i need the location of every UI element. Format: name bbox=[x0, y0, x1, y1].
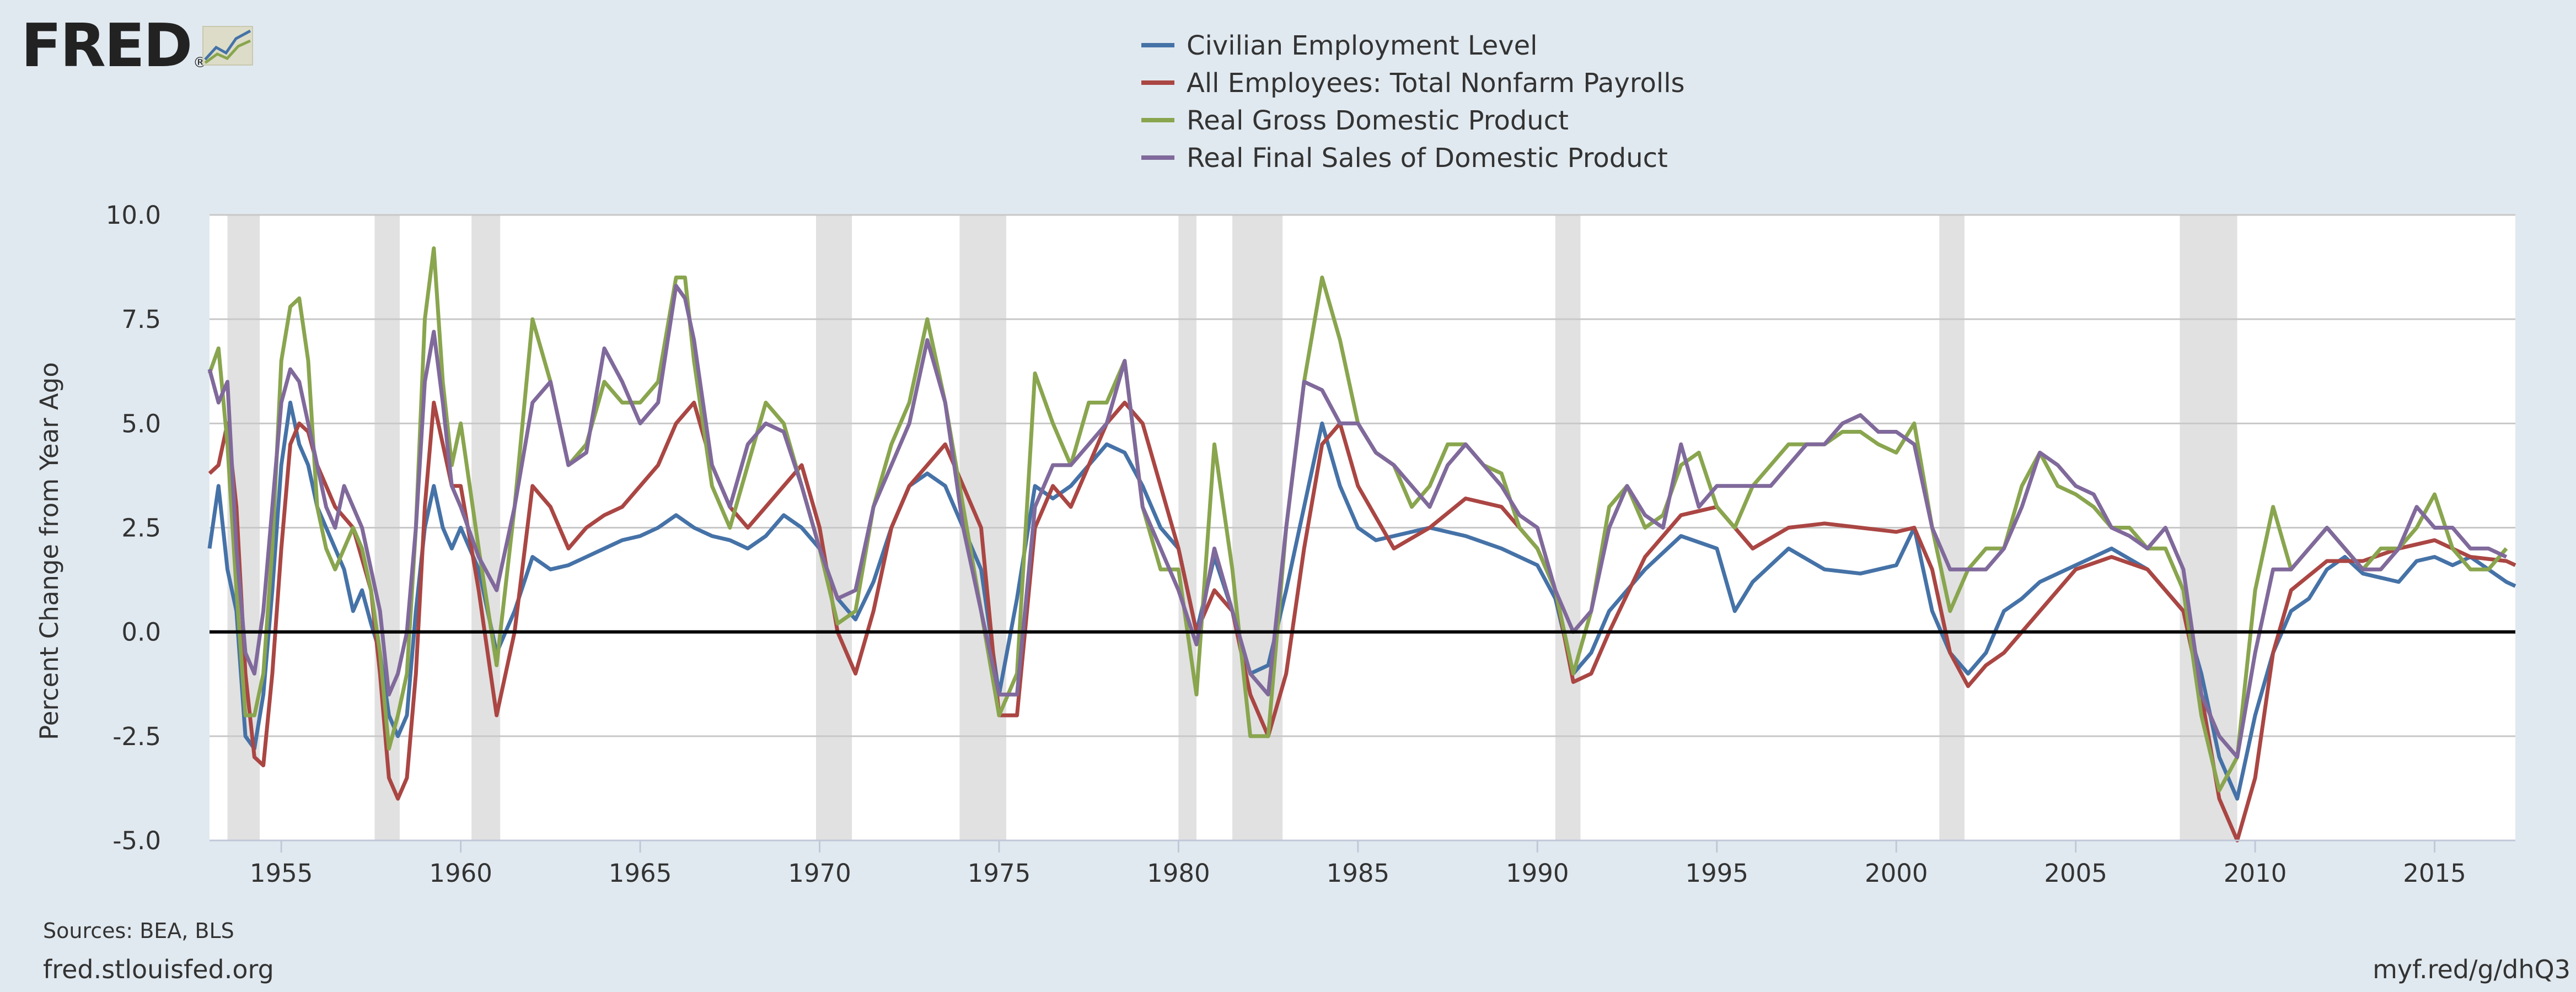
legend-label: Civilian Employment Level bbox=[1187, 30, 1538, 61]
legend-label: Real Gross Domestic Product bbox=[1187, 105, 1569, 136]
legend-label: All Employees: Total Nonfarm Payrolls bbox=[1187, 68, 1685, 99]
x-tick-label: 1985 bbox=[1327, 859, 1390, 888]
legend: Civilian Employment Level All Employees: … bbox=[1141, 30, 1685, 174]
y-tick-label: -5.0 bbox=[112, 826, 161, 855]
series-line bbox=[207, 246, 2508, 792]
series-line bbox=[207, 401, 2516, 801]
x-tick-label: 2000 bbox=[1865, 859, 1928, 888]
y-tick-label: 10.0 bbox=[106, 201, 161, 230]
legend-item[interactable]: Real Gross Domestic Product bbox=[1141, 105, 1569, 136]
x-tick-label: 1990 bbox=[1506, 859, 1569, 888]
x-tick-label: 2010 bbox=[2224, 859, 2287, 888]
x-tick-label: 1960 bbox=[429, 859, 492, 888]
y-axis-ticks: -5.0 -2.5 0.0 2.5 5.0 7.5 10.0 bbox=[106, 201, 161, 855]
sources-text: Sources: BEA, BLS bbox=[43, 919, 234, 943]
y-tick-label: -2.5 bbox=[112, 722, 161, 751]
y-tick-label: 7.5 bbox=[121, 305, 161, 334]
legend-label: Real Final Sales of Domestic Product bbox=[1187, 143, 1668, 174]
x-tick-label: 1965 bbox=[609, 859, 672, 888]
y-axis-label: Percent Change from Year Ago bbox=[35, 362, 64, 740]
x-tick-label: 1970 bbox=[788, 859, 851, 888]
x-axis-ticks: 1955 1960 1965 1970 1975 1980 1985 1990 1995 2000… bbox=[210, 839, 2515, 888]
legend-item[interactable]: Real Final Sales of Domestic Product bbox=[1141, 143, 1668, 174]
x-tick-label: 1995 bbox=[1685, 859, 1748, 888]
legend-item[interactable]: Civilian Employment Level bbox=[1141, 30, 1538, 61]
series-line bbox=[207, 284, 2508, 759]
plot-area bbox=[207, 214, 2516, 843]
legend-item[interactable]: All Employees: Total Nonfarm Payrolls bbox=[1141, 68, 1685, 99]
series-lines bbox=[207, 246, 2516, 843]
x-tick-label: 2015 bbox=[2403, 859, 2466, 888]
x-tick-label: 1955 bbox=[250, 859, 313, 888]
short-link[interactable]: myf.red/g/dhQ3 bbox=[2373, 955, 2570, 984]
x-tick-label: 2005 bbox=[2044, 859, 2107, 888]
x-tick-label: 1975 bbox=[968, 859, 1031, 888]
series-line bbox=[208, 401, 2516, 843]
y-tick-label: 5.0 bbox=[121, 409, 161, 438]
fred-logo[interactable]: FRED ® bbox=[21, 12, 253, 80]
line-chart-icon bbox=[202, 26, 253, 66]
x-tick-label: 1980 bbox=[1147, 859, 1210, 888]
logo-text: FRED bbox=[21, 12, 191, 80]
y-tick-label: 2.5 bbox=[121, 514, 161, 543]
site-link[interactable]: fred.stlouisfed.org bbox=[43, 955, 274, 984]
y-tick-label: 0.0 bbox=[121, 618, 161, 647]
